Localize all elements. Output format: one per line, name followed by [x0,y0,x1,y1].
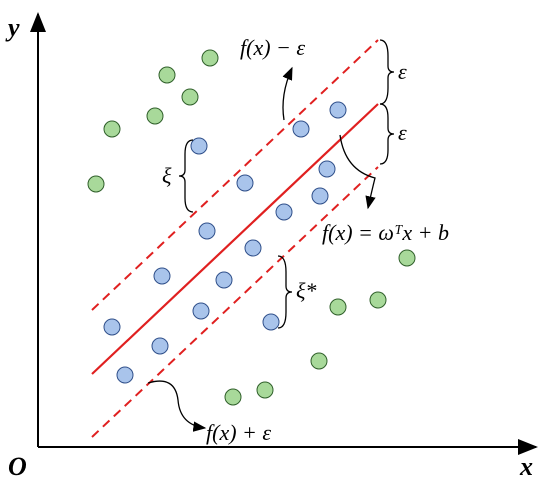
epsilon-brace [379,39,395,105]
inner-point [116,366,134,384]
outer-point [158,66,176,84]
outer-point [103,120,121,138]
inner-point [311,187,329,205]
regression-line-label: f(x) = ωᵀx + b [322,220,449,245]
inner-point [103,318,121,336]
outer-point [87,175,105,193]
upper-arrow [282,66,293,121]
line-arrow [339,134,376,210]
axes: y x O [5,12,538,481]
outer-point [146,107,164,125]
outer-point [329,298,347,316]
points [87,49,416,406]
inner-point [292,120,310,138]
lower-boundary-label: f(x) + ε [206,420,271,445]
regression-lines [91,39,379,438]
x-axis-label: x [519,452,533,481]
xi-star-label: ξ* [296,278,316,303]
inner-point [151,337,169,355]
outer-point [256,381,274,399]
xi-label: ξ [162,163,172,188]
epsilon-brace [379,103,395,165]
y-axis-label: y [5,13,20,42]
inner-point [236,174,254,192]
regression-line [91,103,379,375]
inner-point [275,203,293,221]
inner-point [192,302,210,320]
inner-point [262,313,280,331]
outer-point [369,291,387,309]
xi-star-brace [277,255,293,329]
inner-point [198,222,216,240]
lower-boundary [91,166,379,438]
inner-point [215,271,233,289]
outer-point [224,388,242,406]
outer-point [181,88,199,106]
inner-point [190,137,208,155]
epsilon-label: ε [398,120,407,145]
inner-point [329,101,347,119]
lower-arrow [147,380,207,432]
outer-point [201,49,219,67]
origin-label: O [8,452,27,481]
inner-point [244,239,262,257]
annotations: f(x) − ε ε ε ξ f(x) = ωᵀx + b ξ* f(x) + … [147,35,449,445]
epsilon-label: ε [398,59,407,84]
inner-point [318,160,336,178]
upper-boundary [91,39,379,311]
outer-point [398,249,416,267]
upper-boundary-label: f(x) − ε [240,35,305,60]
xi-brace [178,139,194,213]
inner-point [153,267,171,285]
outer-point [310,352,328,370]
